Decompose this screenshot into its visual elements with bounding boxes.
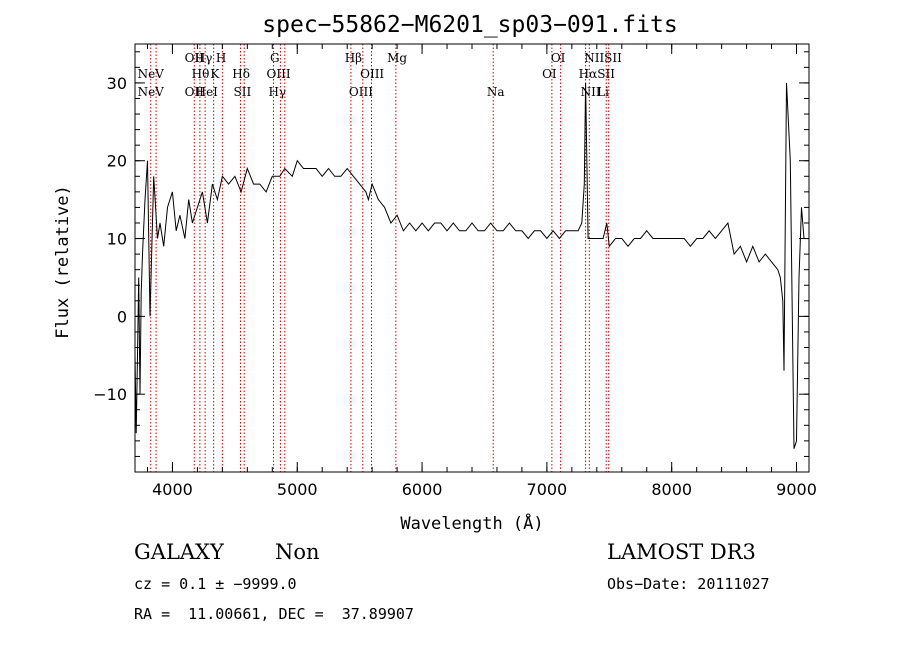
line-id-label: Mg	[387, 51, 407, 65]
line-id-label: OIII	[349, 85, 373, 99]
line-id-label: OI	[542, 67, 557, 81]
spectrum-line	[134, 82, 805, 449]
redshift-text: cz = 0.1 ± −9999.0	[134, 575, 297, 593]
line-id-label: OIII	[360, 67, 384, 81]
emission-line-markers	[150, 44, 610, 472]
line-id-label: Hδ	[232, 67, 250, 81]
y-tick-label: 30	[107, 74, 127, 93]
line-id-label: OII	[185, 85, 205, 99]
chart-title: spec−55862−M6201_sp03−091.fits	[262, 12, 677, 38]
y-tick-label: 20	[107, 152, 127, 171]
y-axis-label: Flux (relative)	[53, 185, 73, 339]
line-id-label: NeV	[138, 85, 165, 99]
line-id-label: HαSII	[579, 67, 616, 81]
line-id-label: NeV	[138, 67, 165, 81]
y-tick-label: 10	[107, 230, 127, 249]
obs-date-text: Obs−Date: 20111027	[607, 575, 770, 593]
line-id-label: OI	[551, 51, 566, 65]
y-tick-label: −10	[93, 385, 127, 404]
y-axis: 30 20 10 0 −10	[93, 51, 809, 457]
line-id-label: Hθ	[192, 67, 210, 81]
coordinates-text: RA = 11.00661, DEC = 37.89907	[134, 605, 414, 623]
line-id-label: Li	[597, 85, 609, 99]
line-id-label: OII	[185, 51, 205, 65]
line-id-label: Hγ	[268, 85, 286, 99]
line-id-label: HeI	[196, 85, 219, 99]
line-id-label: H	[216, 51, 226, 65]
line-id-label: Hγ	[195, 51, 213, 65]
line-id-label: Na	[487, 85, 505, 99]
line-id-label: G	[270, 51, 280, 65]
x-axis-label: Wavelength (Å)	[400, 512, 543, 534]
plot-frame	[134, 43, 810, 473]
line-id-label: K	[210, 67, 220, 81]
x-tick-label: 4000	[152, 480, 193, 499]
line-id-label: Hβ	[345, 51, 362, 65]
survey-label: LAMOST DR3	[607, 540, 756, 564]
x-axis: 4000 5000 6000 7000 8000 9000	[146, 44, 817, 499]
x-tick-label: 6000	[402, 480, 443, 499]
y-tick-label: 0	[117, 307, 127, 326]
subclass-label: Non	[275, 540, 320, 564]
x-tick-label: 8000	[651, 480, 692, 499]
line-id-label: NIISII	[584, 51, 622, 65]
line-id-label: OIII	[267, 67, 291, 81]
x-tick-label: 7000	[527, 480, 568, 499]
classification-label: GALAXY	[134, 540, 225, 564]
x-tick-label: 9000	[776, 480, 817, 499]
line-id-label: SII	[233, 85, 251, 99]
x-tick-label: 5000	[277, 480, 318, 499]
